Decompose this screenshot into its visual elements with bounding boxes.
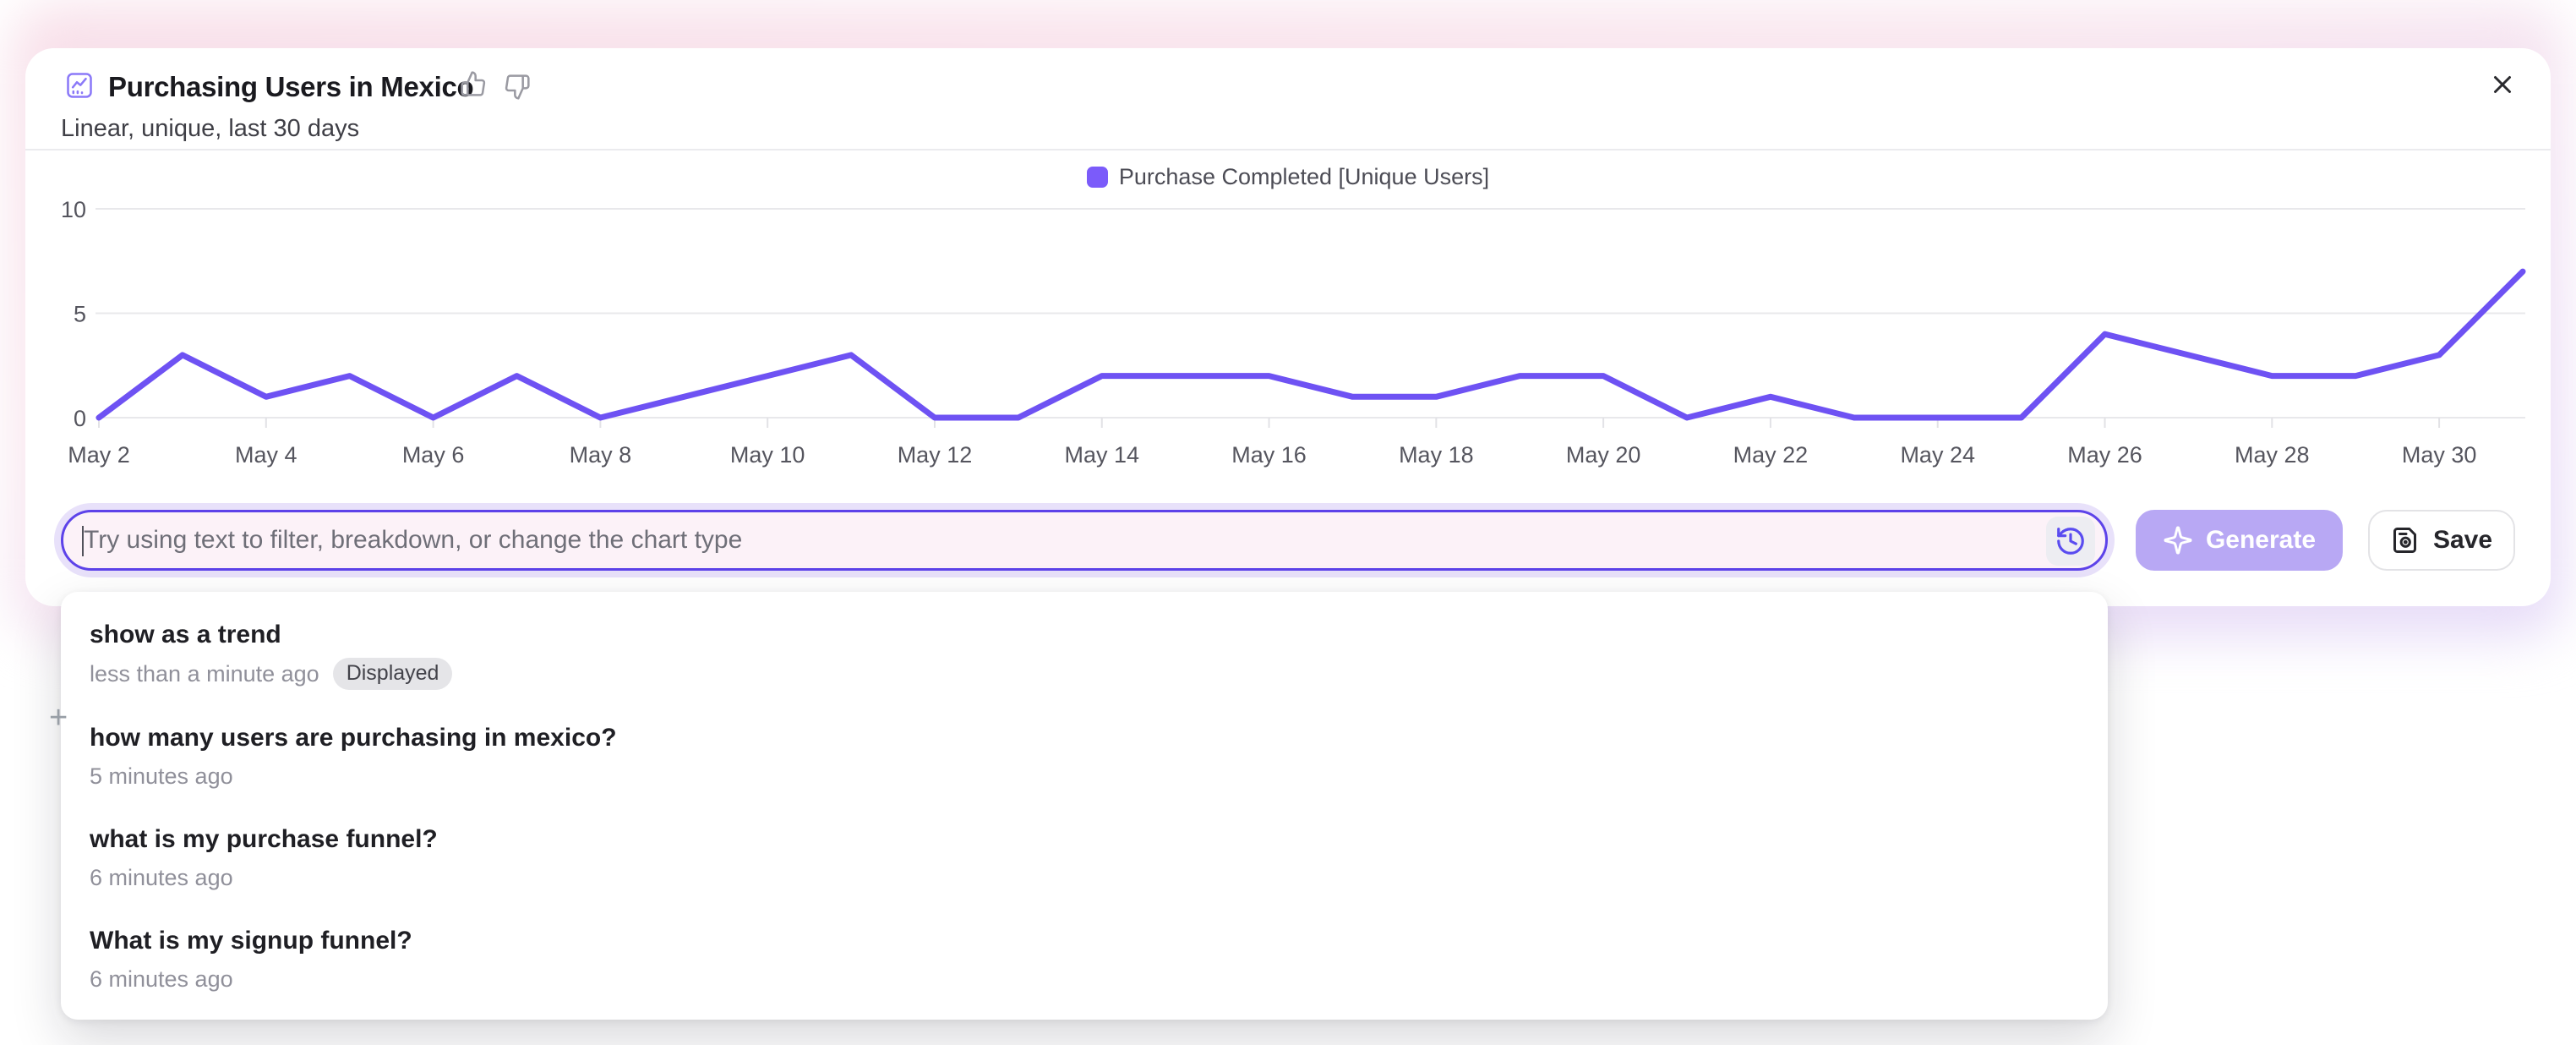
thumbs-up-button[interactable] [460,70,487,97]
line-chart[interactable]: 0 5 10 May 2 May 4 May 6 May 8 May 10 May 12 May … [25,194,2551,481]
prompt-box [61,510,2108,571]
displayed-badge: Displayed [332,658,453,690]
svg-text:May 26: May 26 [2067,442,2142,468]
thumbs-down-button[interactable] [504,74,531,101]
text-caret [82,526,84,556]
header-divider [25,149,2551,150]
svg-text:May 2: May 2 [68,442,130,468]
legend-label[interactable]: Purchase Completed [Unique Users] [1118,163,1490,189]
history-item[interactable]: What is my signup funnel? 6 minutes ago [61,908,2108,1009]
history-button[interactable] [2046,517,2095,566]
history-meta: 6 minutes ago [90,964,2079,994]
svg-text:0: 0 [74,406,86,431]
chart-icon [67,73,92,98]
history-query[interactable]: show as a trend [90,621,281,648]
chart-legend: Purchase Completed [Unique Users] [25,161,2551,192]
ai-prompt-input[interactable] [84,514,2028,566]
history-query[interactable]: how many users are purchasing in mexico? [90,724,617,752]
svg-text:May 18: May 18 [1399,442,1474,468]
plus-cursor-artifact: + [49,700,68,736]
save-label: Save [2432,526,2493,554]
history-item[interactable]: how many users are purchasing in mexico?… [61,705,2108,807]
sparkle-icon [2164,526,2192,555]
prompt-row: Generate Save [25,510,2551,571]
svg-text:10: 10 [61,197,86,222]
save-icon [2393,528,2416,553]
history-dropdown: show as a trend less than a minute ago D… [61,592,2108,1020]
history-icon [2057,528,2084,555]
history-item[interactable]: show as a trend less than a minute ago D… [61,602,2108,705]
svg-text:May 24: May 24 [1900,442,1975,468]
history-time: less than a minute ago [90,661,319,687]
svg-text:May 10: May 10 [730,442,805,468]
svg-text:May 28: May 28 [2235,442,2310,468]
history-meta: 5 minutes ago [90,761,2079,791]
close-icon[interactable] [2488,70,2517,99]
svg-text:5: 5 [74,302,86,327]
svg-text:May 22: May 22 [1733,442,1809,468]
history-time: 6 minutes ago [90,966,233,992]
history-time: 5 minutes ago [90,763,233,789]
generate-button[interactable]: Generate [2136,510,2343,571]
history-item[interactable]: what is my purchase funnel? 6 minutes ag… [61,807,2108,908]
history-meta: less than a minute ago Displayed [90,658,2079,690]
svg-text:May 14: May 14 [1064,442,1139,468]
legend-swatch[interactable] [1086,166,1108,188]
history-meta: 6 minutes ago [90,862,2079,893]
history-query[interactable]: what is my purchase funnel? [90,825,438,853]
save-button[interactable]: Save [2368,510,2515,571]
svg-text:May 16: May 16 [1231,442,1307,468]
history-time: 6 minutes ago [90,865,233,890]
svg-text:May 12: May 12 [898,442,973,468]
chart-card: Purchasing Users in Mexico Linear, uniqu… [25,48,2551,606]
page-title: Purchasing Users in Mexico [108,71,474,102]
svg-text:May 6: May 6 [402,442,465,468]
svg-text:May 20: May 20 [1566,442,1641,468]
svg-text:May 8: May 8 [570,442,632,468]
history-query[interactable]: What is my signup funnel? [90,927,412,955]
svg-text:May 30: May 30 [2402,442,2477,468]
svg-text:May 4: May 4 [235,442,297,468]
chart-subtitle: Linear, unique, last 30 days [61,115,360,142]
generate-label: Generate [2205,526,2317,554]
